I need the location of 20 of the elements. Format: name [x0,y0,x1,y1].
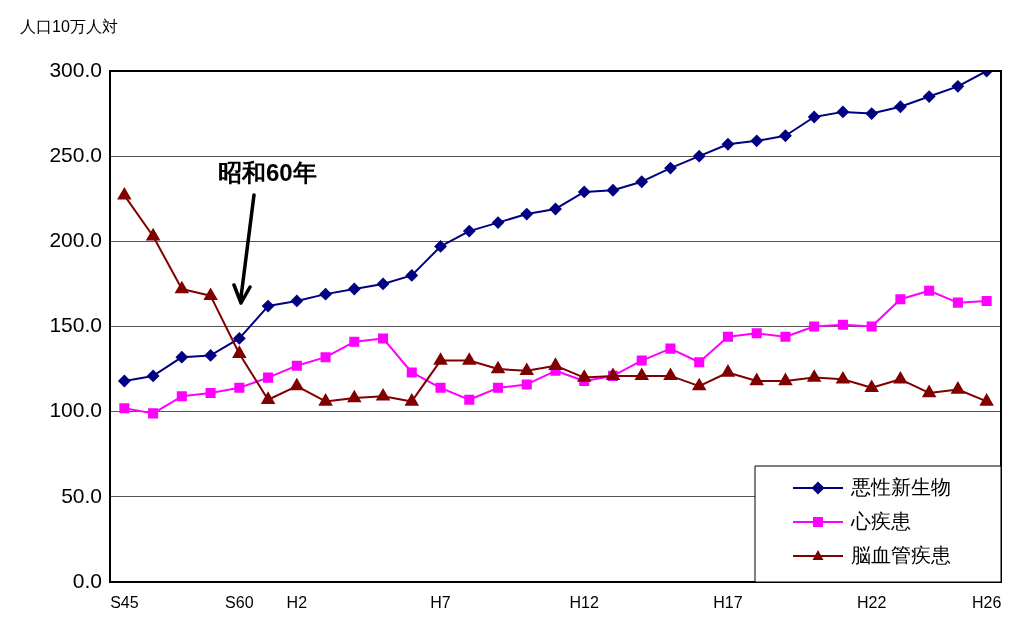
y-tick-label: 0.0 [72,568,102,592]
x-tick-label: H22 [856,594,887,612]
x-tick-label: H26 [971,594,1002,612]
legend-label: 脳血管疾患 [851,543,951,566]
x-tick-label: S45 [110,594,139,612]
x-tick-label: H12 [569,594,600,612]
y-tick-label: 50.0 [61,483,102,507]
x-tick-label: H7 [430,594,451,612]
y-tick-label: 150.0 [49,313,102,337]
annotation: 昭和60年 [218,158,317,188]
legend-label: 悪性新生物 [850,475,951,498]
legend-label: 心疾患 [850,509,911,532]
y-tick-label: 300.0 [49,57,102,81]
y-tick-label: 100.0 [49,398,102,422]
x-tick-label: S60 [225,594,254,612]
y-axis-title: 人口10万人対 [20,18,118,36]
x-tick-label: H2 [286,594,308,612]
y-tick-label: 200.0 [49,228,102,252]
x-tick-label: H17 [713,594,743,612]
y-tick-label: 250.0 [49,142,102,166]
